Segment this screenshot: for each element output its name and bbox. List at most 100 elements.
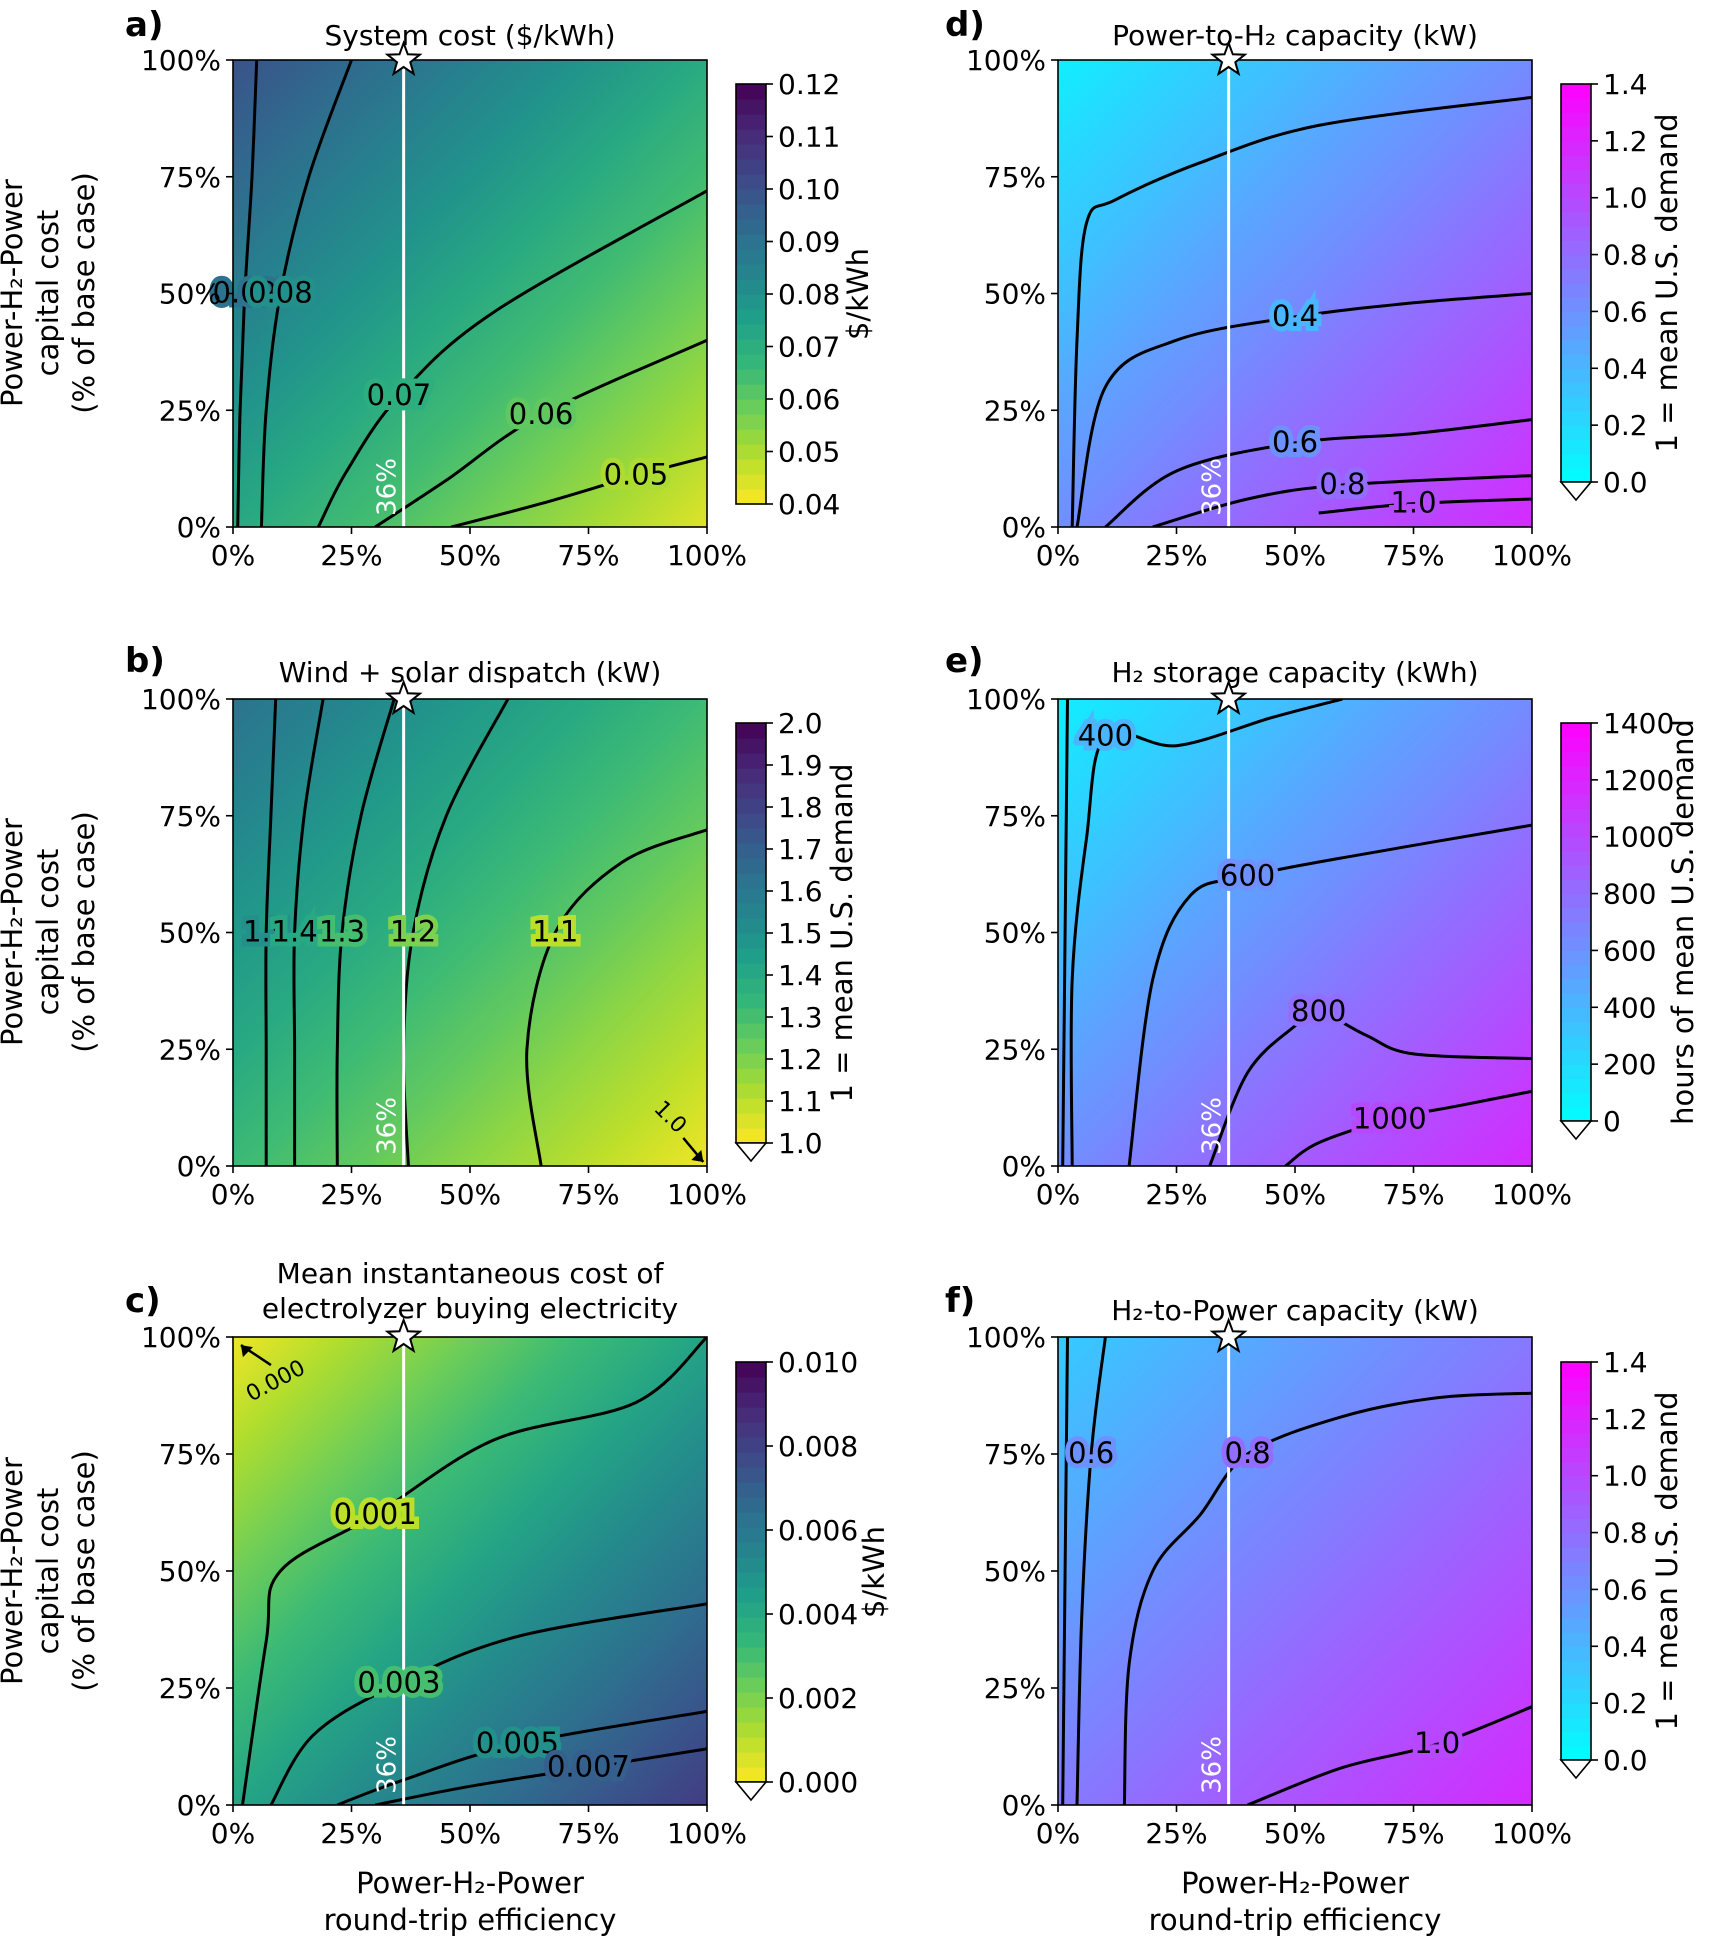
colorbar-tick-label: 800: [1603, 878, 1656, 911]
x-tick-label: 50%: [439, 1817, 501, 1850]
colorbar-tick-label: 1000: [1603, 821, 1674, 854]
colorbar-segment: [736, 414, 766, 430]
colorbar-tick-label: 1.9: [778, 749, 823, 782]
colorbar-tick-label: 0.08: [778, 278, 840, 311]
colorbar-label: $/kWh: [841, 248, 875, 340]
x-tick-label: 0%: [211, 539, 255, 572]
y-tick-label: 75%: [159, 161, 221, 194]
colorbar-segment: [1561, 879, 1591, 895]
colorbar-segment: [736, 1512, 766, 1528]
y-axis-label-row-1: Power-H₂-Power capital cost (% of base c…: [0, 172, 101, 414]
contour-line: [1247, 1705, 1532, 1805]
colorbar-segment: [1561, 922, 1591, 937]
colorbar-tick-label: 0.4: [1603, 1630, 1648, 1663]
colorbar-segment: [736, 858, 766, 874]
colorbar-segment: [1561, 1390, 1591, 1406]
contour-label: 0.6: [1272, 425, 1318, 459]
x-tick-label: 25%: [320, 1178, 382, 1211]
y-axis-label-line: (% of base case): [67, 172, 101, 414]
y-tick-label: 50%: [159, 278, 221, 311]
colorbar-segment: [736, 1008, 766, 1024]
y-tick-label: 100%: [141, 683, 221, 716]
panel-letter: a): [125, 5, 163, 45]
x-axis-label-line: Power-H₂-Power: [356, 1866, 584, 1900]
x-tick-label: 0%: [211, 1178, 255, 1211]
contour-line: [525, 828, 707, 1166]
colorbar-segment: [1561, 226, 1591, 241]
colorbar-tick-label: 200: [1603, 1048, 1656, 1081]
x-axis-label-line: round-trip efficiency: [1149, 1903, 1442, 1937]
panel-letter: c): [125, 1281, 161, 1321]
colorbar-tick-label: 0.000: [778, 1766, 858, 1799]
contour-label: 400: [1078, 718, 1133, 752]
contour-label: 0.8: [1225, 1436, 1271, 1470]
colorbar-segment: [1561, 1674, 1591, 1690]
colorbar-segment: [736, 768, 766, 784]
y-tick-label: 0%: [177, 1150, 221, 1183]
colorbar-segment: [736, 798, 766, 814]
colorbar-segment: [1561, 467, 1591, 483]
colorbar-segment: [736, 1497, 766, 1513]
colorbar-tick-label: 0.2: [1603, 409, 1648, 442]
y-tick-label: 0%: [1002, 1789, 1046, 1822]
colorbar-tick-label: 1.5: [778, 917, 823, 950]
contour-label: 1.5: [243, 915, 289, 949]
colorbar-extend-arrow: [1559, 481, 1593, 502]
colorbar-segment: [1561, 354, 1591, 369]
colorbar-segment: [1561, 936, 1591, 952]
contour-line: [241, 1337, 707, 1805]
x-tick-label: 75%: [557, 1817, 619, 1850]
colorbar-segment: [736, 249, 766, 265]
contour-line: [1318, 497, 1532, 515]
colorbar-segment: [736, 1722, 766, 1738]
x-axis-label-line: Power-H₂-Power: [1181, 1866, 1409, 1900]
contour-line: [450, 455, 707, 527]
contour-field: [233, 1337, 707, 1805]
x-tick-label: 100%: [1492, 1817, 1572, 1850]
colorbar-segment: [1561, 339, 1591, 355]
contour-label: 1.0: [1414, 1726, 1460, 1760]
y-tick-label: 75%: [984, 800, 1046, 833]
colorbar-tick-label: 0.09: [778, 226, 840, 259]
colorbar-segment: [736, 1737, 766, 1753]
colorbar-tick-label: 0.006: [778, 1514, 858, 1547]
x-tick-label: 100%: [667, 539, 747, 572]
contour-lines: [1061, 699, 1532, 1166]
panel-title-line-2: electrolyzer buying electricity: [262, 1292, 678, 1325]
colorbar-tick-label: 1.4: [1603, 1346, 1648, 1379]
colorbar-segment: [736, 888, 766, 904]
colorbar-segment: [1561, 751, 1591, 767]
colorbar-tick-label: 1.0: [1603, 182, 1648, 215]
colorbar-segment: [1561, 1617, 1591, 1633]
contour-lines: [264, 699, 707, 1166]
colorbar-segment: [736, 1752, 766, 1768]
colorbar-segment: [736, 324, 766, 340]
colorbar-segment: [736, 1707, 766, 1723]
colorbar-segment: [1561, 893, 1591, 909]
panel-letter: b): [125, 641, 165, 681]
colorbar-segment: [736, 1422, 766, 1438]
colorbar-tick-label: 1400: [1603, 707, 1674, 740]
contour-line: [1208, 1010, 1532, 1166]
colorbar-segment: [1561, 850, 1591, 866]
colorbar-segment: [1561, 978, 1591, 994]
panel-title: System cost ($/kWh): [324, 19, 615, 52]
x-tick-label: 25%: [1145, 1817, 1207, 1850]
plot-area: 36%1.51.4 1.3 1.2 1.11.00% 25% 50% 75% 100%0%25…: [141, 679, 747, 1211]
x-axis-label-right: Power-H₂-Power round-trip efficiency: [1149, 1866, 1442, 1937]
colorbar-segment: [736, 99, 766, 115]
base-case-star: [384, 679, 423, 716]
note-arrowhead: [691, 1149, 704, 1162]
x-tick-label: 100%: [667, 1817, 747, 1850]
colorbar-segment: [736, 948, 766, 964]
colorbar-segment: [736, 1452, 766, 1468]
contour-line: [259, 60, 353, 527]
colorbar-segment: [1561, 311, 1591, 327]
x-tick-label: 75%: [1382, 539, 1444, 572]
colorbar-extend-arrow: [1559, 1120, 1593, 1141]
colorbar-segment: [736, 1557, 766, 1573]
colorbar-segment: [1561, 439, 1591, 455]
colorbar-segment: [1561, 112, 1591, 128]
y-tick-label: 100%: [141, 44, 221, 77]
x-axis-label-line: round-trip efficiency: [324, 1903, 617, 1937]
